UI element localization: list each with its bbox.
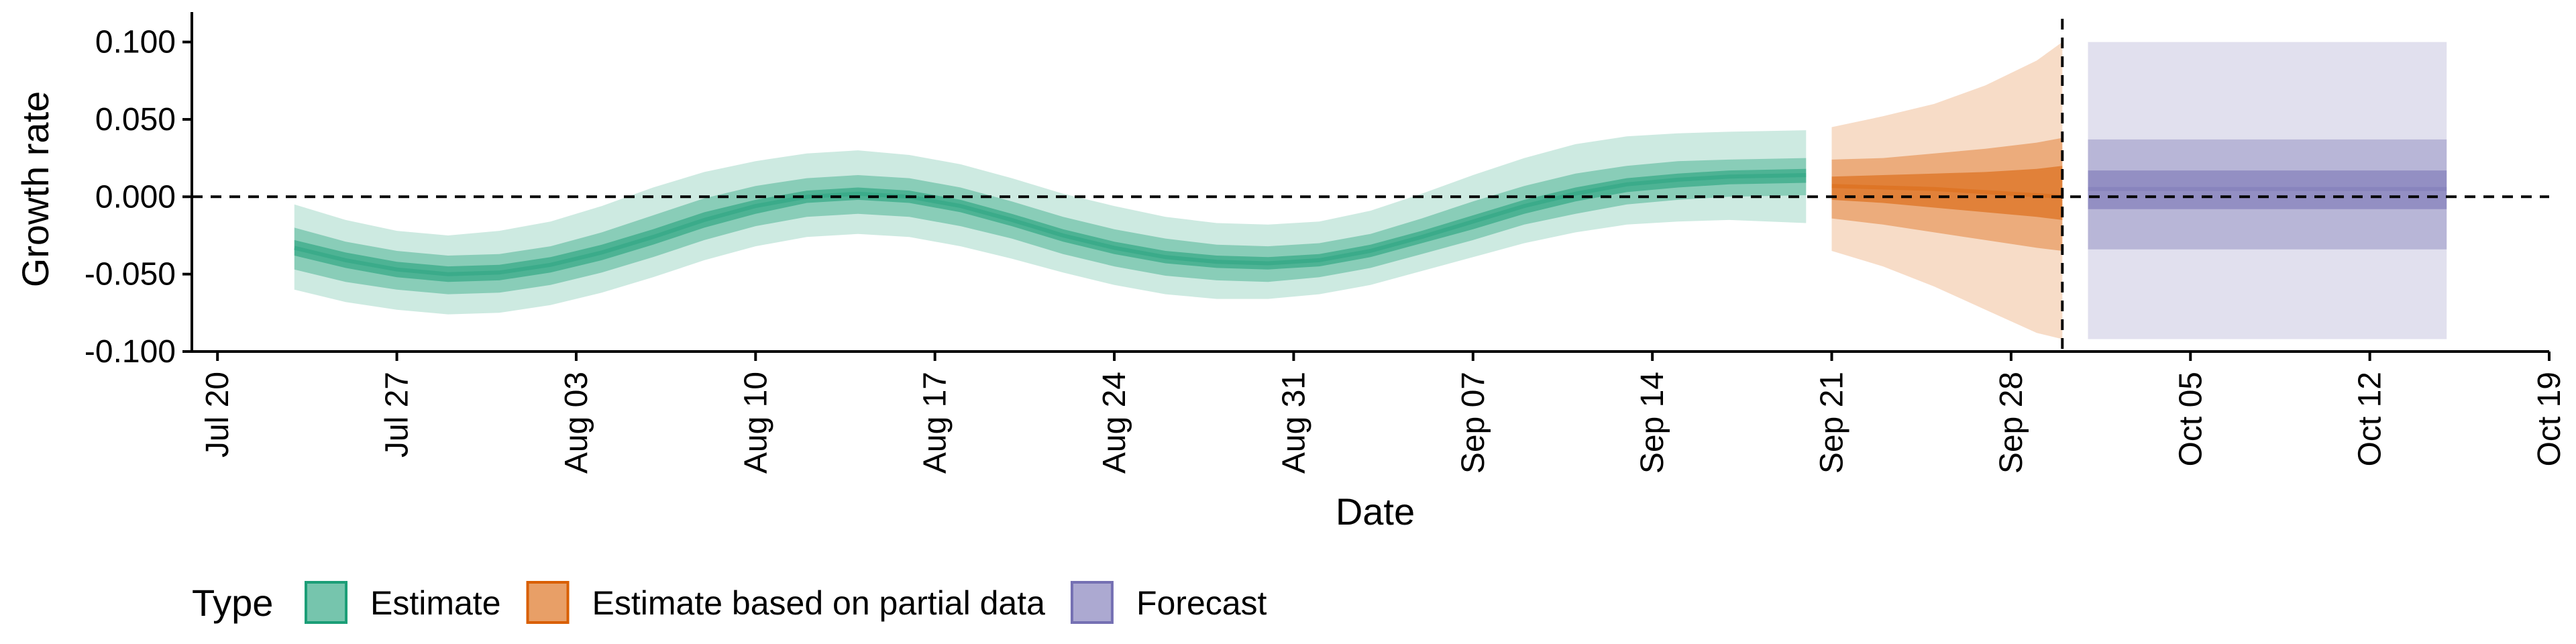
- y-tick-label: 0.100: [95, 25, 176, 60]
- axes: -0.100 -0.050 0.000 0.050 0.100 Jul 20 Jul 27 A…: [85, 12, 2567, 474]
- legend: Type Estimate Estimate based on partial d…: [192, 581, 1267, 624]
- legend-key-forecast: [1070, 581, 1114, 624]
- estimate-based-on-partial-data-band-20: [1831, 166, 2063, 220]
- plot-bands: [294, 42, 2447, 339]
- x-tick-label: Oct 12: [2353, 372, 2388, 466]
- x-tick-label: Sep 07: [1456, 372, 1491, 474]
- estimate-band-90: [294, 130, 1807, 315]
- x-tick-label: Jul 27: [380, 372, 415, 458]
- estimate-band-20: [294, 168, 1807, 282]
- x-tick-label: Sep 21: [1815, 372, 1850, 474]
- y-tick-label: -0.050: [85, 257, 176, 292]
- estimate-median-line: [294, 173, 1807, 276]
- legend-title: Type: [192, 582, 273, 624]
- y-tick-label: 0.000: [95, 179, 176, 215]
- x-tick-label: Aug 03: [559, 372, 594, 474]
- legend-label-forecast: Forecast: [1136, 584, 1267, 622]
- legend-entries: Estimate Estimate based on partial data Fo…: [305, 581, 1267, 624]
- x-tick-label: Sep 28: [1994, 372, 2029, 474]
- x-tick-label: Aug 17: [918, 372, 953, 474]
- y-tick-label: 0.050: [95, 102, 176, 138]
- x-tick-label: Aug 10: [738, 372, 773, 474]
- legend-key-estimate-based-on-partial-data: [526, 581, 570, 624]
- forecast-band-20: [2088, 170, 2447, 209]
- legend-key-estimate: [305, 581, 347, 624]
- y-axis-title: Growth rate: [14, 91, 56, 288]
- x-tick-label: Aug 24: [1097, 372, 1132, 474]
- legend-label-estimate: Estimate: [370, 584, 501, 622]
- y-tick-label: -0.100: [85, 334, 176, 370]
- legend-label-estimate-based-on-partial-data: Estimate based on partial data: [592, 584, 1046, 622]
- x-tick-label: Oct 19: [2532, 372, 2567, 466]
- x-tick-label: Oct 05: [2173, 372, 2208, 466]
- x-tick-label: Aug 31: [1276, 372, 1311, 474]
- x-tick-label: Sep 14: [1635, 372, 1670, 474]
- x-tick-label: Jul 20: [200, 372, 235, 458]
- x-axis-title: Date: [1336, 490, 1415, 533]
